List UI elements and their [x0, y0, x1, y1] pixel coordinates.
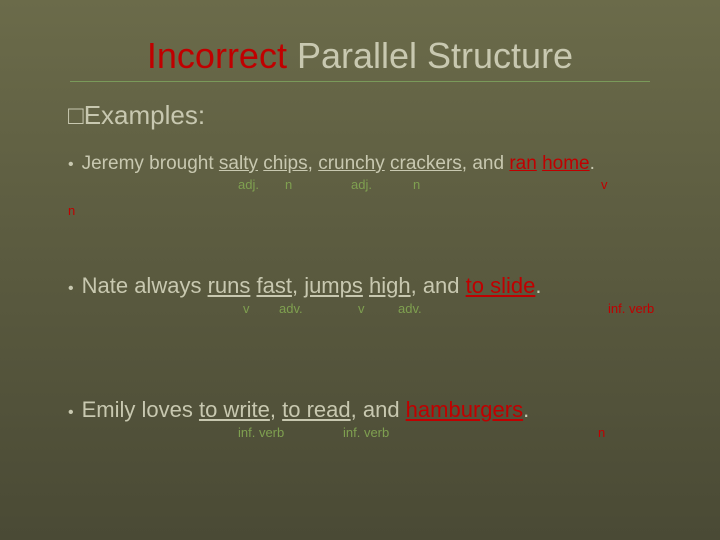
- example-sentence: • Emily loves to write, to read, and hamb…: [68, 397, 720, 423]
- sentence-part: runs: [208, 273, 251, 298]
- bullet-box-icon: □: [68, 100, 84, 130]
- example-item: • Emily loves to write, to read, and hamb…: [68, 397, 720, 441]
- sentence-part: crackers: [390, 153, 462, 174]
- sentence-part: , and: [351, 397, 406, 422]
- sentence-part: ,: [270, 397, 282, 422]
- sentence-part: to slide: [466, 273, 536, 298]
- pos-label-hanging: n: [68, 203, 75, 218]
- pos-label: adj.: [238, 177, 259, 192]
- section-header-text: Examples:: [84, 100, 205, 130]
- bullet-icon: •: [68, 404, 74, 421]
- example-item: •Nate always runs fast, jumps high, and …: [68, 273, 720, 317]
- example-item: • Jeremy brought salty chips, crunchy cra…: [68, 153, 720, 193]
- sentence-part: , and: [462, 153, 510, 174]
- sentence-part: .: [523, 397, 529, 422]
- sentence-part: ran: [509, 153, 536, 174]
- pos-labels-row: v adv. v adv. inf. verb: [68, 301, 720, 317]
- sentence-part: .: [535, 273, 541, 298]
- title-rest: Parallel Structure: [287, 35, 573, 76]
- sentence-prefix: Emily loves: [82, 397, 199, 422]
- bullet-icon: •: [68, 280, 74, 297]
- pos-label: v: [243, 301, 250, 316]
- sentence-part: hamburgers: [406, 397, 523, 422]
- sentence-part: ,: [308, 153, 319, 174]
- sentence-part: high: [369, 273, 411, 298]
- title-underline: [70, 81, 650, 82]
- example-sentence: •Nate always runs fast, jumps high, and …: [68, 273, 720, 299]
- pos-label: adj.: [351, 177, 372, 192]
- pos-label: n: [413, 177, 420, 192]
- sentence-part: .: [590, 153, 595, 174]
- sentence-part: salty: [219, 153, 258, 174]
- pos-label: v: [601, 177, 608, 192]
- sentence-prefix: Nate always: [82, 273, 208, 298]
- pos-label: inf. verb: [608, 301, 654, 316]
- slide-title: Incorrect Parallel Structure: [0, 0, 720, 77]
- sentence-part: crunchy: [318, 153, 385, 174]
- sentence-part: ,: [292, 273, 304, 298]
- sentence-part: home: [542, 153, 590, 174]
- pos-label: inf. verb: [238, 425, 284, 440]
- sentence-part: to read: [282, 397, 351, 422]
- pos-label: n: [285, 177, 292, 192]
- sentence-part: fast: [256, 273, 291, 298]
- sentence-part: , and: [411, 273, 466, 298]
- example-sentence: • Jeremy brought salty chips, crunchy cra…: [68, 153, 720, 175]
- pos-label: inf. verb: [343, 425, 389, 440]
- sentence-part: jumps: [304, 273, 363, 298]
- pos-label: adv.: [279, 301, 303, 316]
- pos-label: v: [358, 301, 365, 316]
- bullet-icon: •: [68, 156, 74, 173]
- sentence-part: to write: [199, 397, 270, 422]
- section-header: □Examples:: [68, 100, 720, 131]
- pos-label: n: [598, 425, 605, 440]
- sentence-prefix: Jeremy brought: [82, 153, 219, 174]
- pos-labels-row: inf. verb inf. verb n: [68, 425, 720, 441]
- pos-labels-row: adj.nadj.nvn: [68, 177, 720, 193]
- sentence-part: chips: [263, 153, 307, 174]
- examples-list: • Jeremy brought salty chips, crunchy cra…: [68, 153, 720, 441]
- pos-label: adv.: [398, 301, 422, 316]
- title-word-incorrect: Incorrect: [147, 35, 287, 76]
